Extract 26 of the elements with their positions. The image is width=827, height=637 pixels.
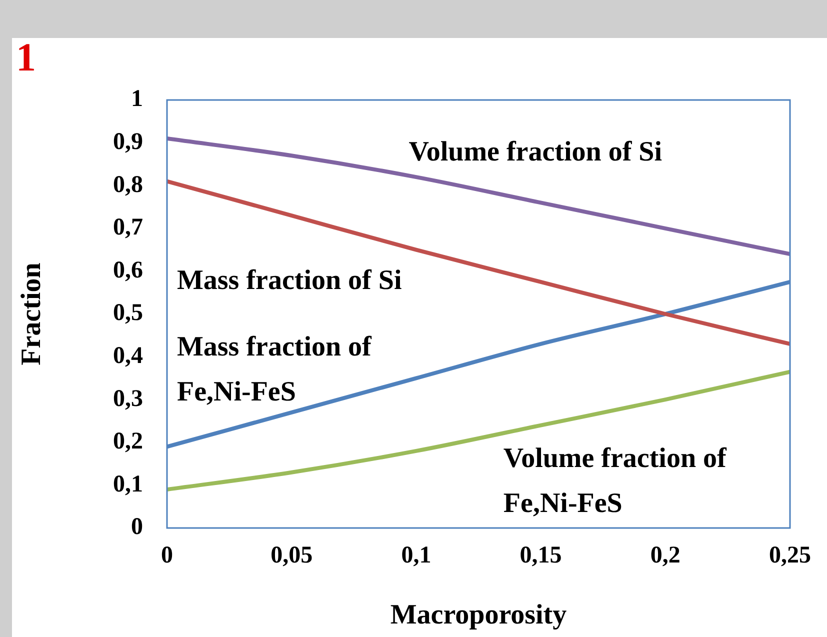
text: 1 xyxy=(16,34,36,80)
y-tick-label: 0,5 xyxy=(113,300,143,326)
y-axis-title: Fraction xyxy=(16,262,48,366)
line-series xyxy=(167,136,790,256)
y-tick-label: 0,9 xyxy=(113,129,143,156)
y-tick-label: 1 xyxy=(131,86,143,112)
series-label: Mass fraction of Si xyxy=(176,265,402,296)
x-axis-title: Macroporosity xyxy=(390,599,567,630)
line-series xyxy=(167,370,790,492)
x-tick-label: 0,2 xyxy=(650,542,680,569)
y-tick-label: 0 xyxy=(131,514,143,540)
y-tick-label: 0,2 xyxy=(113,428,143,455)
y-tick-label: 0,7 xyxy=(113,214,143,241)
x-tick-label: 0,1 xyxy=(401,542,432,569)
y-tick-label: 0,6 xyxy=(113,257,143,284)
y-tick-label: 0,1 xyxy=(113,471,143,498)
series-label: Volume fraction of Fe,Ni-FeS xyxy=(503,442,728,519)
x-tick-label: 0 xyxy=(161,542,173,569)
x-tick-label: 0,15 xyxy=(520,542,562,569)
y-tick-label: 0,8 xyxy=(113,172,143,198)
x-tick-label: 0,05 xyxy=(270,542,313,569)
y-tick-label: 0,3 xyxy=(113,386,143,412)
series-label: Mass fraction of Fe,Ni-FeS xyxy=(176,331,372,408)
y-tick-label: 0,4 xyxy=(113,343,143,370)
x-tick-label: 0,25 xyxy=(769,542,811,569)
series-label: Volume fraction of Si xyxy=(408,136,662,168)
